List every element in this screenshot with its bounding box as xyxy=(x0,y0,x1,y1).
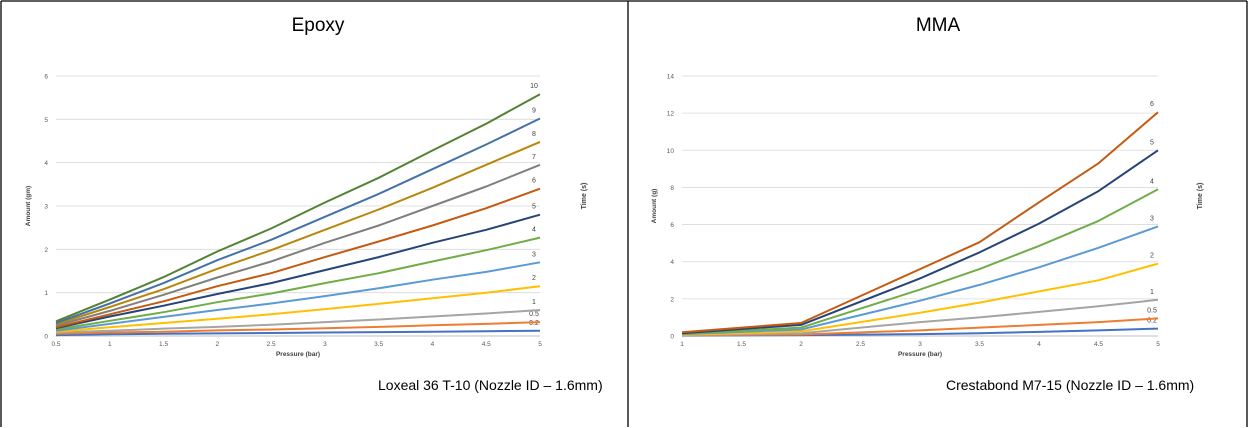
mma-series-line-0-5 xyxy=(681,317,1159,337)
epoxy-y-tick-label: 6 xyxy=(44,74,48,81)
epoxy-y2-axis-label: Time (s) xyxy=(581,183,588,210)
mma-y-tick-label: 14 xyxy=(667,74,675,81)
mma-series-label-0-5: 0.5 xyxy=(1147,307,1157,314)
mma-y-tick-label: 12 xyxy=(667,111,675,118)
epoxy-chart: 0 1 2 3 4 5 6 0.5 1 1.5 2 2.5 3 3.5 4 4.5 5 Pressure (bar… xyxy=(25,74,588,359)
mma-series-line-4 xyxy=(681,188,1159,335)
mma-y-tick-label: 8 xyxy=(670,185,674,192)
epoxy-y-tick-label: 0 xyxy=(44,334,48,341)
epoxy-x-tick-label: 4 xyxy=(431,341,435,348)
mma-series-label-2: 2 xyxy=(1150,253,1154,260)
mma-y-tick-label: 6 xyxy=(670,222,674,229)
epoxy-series-line-0-2 xyxy=(55,329,541,337)
epoxy-x-tick-label: 5 xyxy=(538,341,542,348)
epoxy-x-tick-label: 2 xyxy=(216,341,220,348)
mma-series-label-1: 1 xyxy=(1150,289,1154,296)
epoxy-series-line-3 xyxy=(55,261,541,332)
epoxy-series-label-4: 4 xyxy=(532,227,536,234)
epoxy-y-tick-label: 5 xyxy=(44,117,48,124)
mma-y2-axis-label: Time (s) xyxy=(1197,183,1204,210)
mma-series-label-0-2: 0.2 xyxy=(1147,318,1157,325)
epoxy-y-tick-label: 2 xyxy=(44,247,48,254)
epoxy-series-line-6 xyxy=(55,187,541,329)
mma-series-line-6 xyxy=(681,111,1159,334)
epoxy-y-axis-label: Amount (gm) xyxy=(25,186,32,226)
epoxy-x-tick-label: 4.5 xyxy=(482,341,491,348)
epoxy-series-label-9: 9 xyxy=(532,107,536,114)
epoxy-series-label-3: 3 xyxy=(532,251,536,258)
epoxy-x-tick-label: 0.5 xyxy=(51,341,60,348)
epoxy-series-label-7: 7 xyxy=(532,154,536,161)
mma-x-tick-label: 2.5 xyxy=(856,341,865,348)
epoxy-series-line-8 xyxy=(55,140,541,326)
mma-x-tick-label: 3.5 xyxy=(975,341,984,348)
epoxy-series-label-1: 1 xyxy=(532,299,536,306)
mma-x-tick-label: 4 xyxy=(1037,341,1041,348)
epoxy-series-label-0-5: 0.5 xyxy=(529,311,539,318)
epoxy-x-tick-label: 1 xyxy=(108,341,112,348)
epoxy-y-tick-label: 1 xyxy=(44,290,48,297)
epoxy-panel-caption: Loxeal 36 T-10 (Nozzle ID – 1.6mm) xyxy=(378,377,603,393)
mma-y-tick-label: 2 xyxy=(670,296,674,303)
epoxy-x-tick-label: 3 xyxy=(323,341,327,348)
epoxy-panel-title: Epoxy xyxy=(291,15,345,36)
mma-x-tick-label: 2 xyxy=(799,341,803,348)
mma-y-tick-label: 0 xyxy=(670,334,674,341)
epoxy-series-line-4 xyxy=(55,236,541,331)
epoxy-series-label-10: 10 xyxy=(530,83,538,90)
epoxy-series-line-5 xyxy=(55,213,541,330)
epoxy-x-tick-label: 2.5 xyxy=(267,341,276,348)
epoxy-series-label-8: 8 xyxy=(532,131,536,138)
mma-x-tick-label: 1 xyxy=(680,341,684,348)
epoxy-series-label-2: 2 xyxy=(532,275,536,282)
epoxy-series-line-2 xyxy=(55,285,541,333)
epoxy-series-line-0-5 xyxy=(55,321,541,335)
mma-series-label-6: 6 xyxy=(1150,101,1154,108)
epoxy-series-line-7 xyxy=(55,163,541,327)
epoxy-series-label-6: 6 xyxy=(532,178,536,185)
epoxy-x-axis-label: Pressure (bar) xyxy=(276,351,320,358)
mma-series-line-5 xyxy=(681,149,1159,335)
mma-series-label-4: 4 xyxy=(1150,178,1154,185)
mma-y-axis-label: Amount (g) xyxy=(651,189,658,224)
mma-x-tick-label: 5 xyxy=(1156,341,1160,348)
mma-x-axis-label: Pressure (bar) xyxy=(898,351,942,358)
epoxy-series-line-9 xyxy=(55,117,541,324)
mma-x-tick-label: 3 xyxy=(918,341,922,348)
epoxy-series-line-10 xyxy=(55,93,541,323)
mma-series-label-5: 5 xyxy=(1150,139,1154,146)
mma-series-line-2 xyxy=(681,262,1159,336)
epoxy-series-label-0-2: 0.2 xyxy=(529,320,539,327)
epoxy-y-tick-label: 4 xyxy=(44,160,48,167)
mma-series-line-1 xyxy=(681,298,1159,337)
mma-panel-title: MMA xyxy=(915,15,961,36)
epoxy-x-tick-label: 1.5 xyxy=(159,341,168,348)
mma-y-tick-label: 10 xyxy=(667,148,675,155)
mma-x-tick-label: 4.5 xyxy=(1094,341,1103,348)
mma-panel-caption: Crestabond M7-15 (Nozzle ID – 1.6mm) xyxy=(946,377,1195,393)
epoxy-x-tick-label: 3.5 xyxy=(374,341,383,348)
mma-series-label-3: 3 xyxy=(1150,215,1154,222)
epoxy-y-tick-label: 3 xyxy=(44,204,48,211)
epoxy-series-line-1 xyxy=(55,309,541,334)
mma-y-tick-label: 4 xyxy=(670,259,674,266)
mma-x-tick-label: 1.5 xyxy=(737,341,746,348)
mma-series-line-3 xyxy=(681,225,1159,336)
epoxy-series-label-5: 5 xyxy=(532,204,536,211)
